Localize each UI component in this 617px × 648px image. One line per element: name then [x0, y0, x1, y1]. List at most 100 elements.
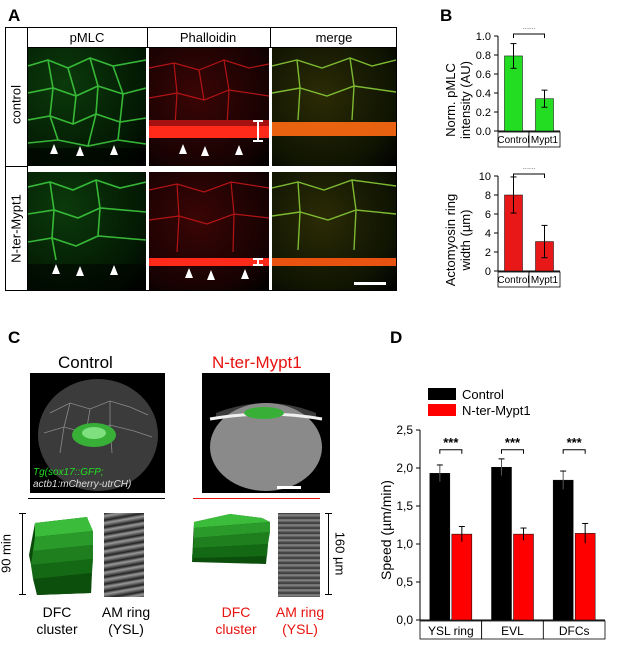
chart-b-top-tick-label: 0.8 [476, 50, 491, 62]
arrowhead-4 [179, 144, 187, 154]
chart-d-tick-label: 2,0 [396, 461, 413, 475]
control-dfc-label-2: cluster [36, 621, 78, 637]
chart-d-legend-swatch [428, 388, 456, 400]
panel-label-d: D [390, 328, 403, 347]
panel-a-label-divider [27, 27, 28, 291]
chart-d-sig-bracket [562, 449, 586, 454]
chart-b-bottom-tick-label: 2 [485, 247, 491, 259]
arrowhead-9 [110, 265, 118, 275]
arrowhead-1 [50, 144, 58, 154]
chart-b-bottom-ylabel: Actomyosin ring width (µm) [443, 194, 473, 286]
mypt1-am-label-1: AM ring [275, 604, 325, 620]
chart-d-legend-swatch [428, 404, 456, 416]
chart-d-sig-bracket [439, 449, 463, 454]
control-dfc-label: DFC cluster [26, 604, 88, 638]
chart-b-top-tick-label: 0.0 [476, 126, 491, 138]
am-ring-kymograph-mypt1 [278, 513, 320, 597]
chart-b-top-ylabel-1: Norm. pMLC [443, 63, 458, 137]
panel-label-c: C [8, 328, 21, 347]
time-label: 90 min [0, 533, 14, 574]
arrowhead-10 [185, 268, 193, 278]
width-marker-mypt1-bottom [253, 264, 263, 266]
column-header-merge: merge [315, 30, 353, 45]
mypt1-dfc-label-1: DFC [221, 604, 251, 620]
chart-b-bottom-sig-bracket [513, 173, 545, 178]
panel-label-a: A [8, 6, 21, 25]
chart-b-top-tick-label: 1.0 [476, 31, 491, 43]
time-bracket [22, 513, 23, 595]
time-bracket-top [19, 513, 26, 514]
chart-b-bottom-category-label: Control [497, 275, 529, 286]
chart-d-tick-label: 1,0 [396, 537, 413, 551]
chart-b-top: Norm. pMLC intensity (AU) 0.0 0.2 0.4 0.6 0.… [443, 28, 561, 148]
arrowhead-5 [201, 146, 209, 156]
dfc-cluster-mypt1 [192, 514, 270, 564]
chart-d-bar [513, 533, 534, 621]
image-pmlc-mypt1 [28, 172, 146, 290]
chart-d-sig-label: *** [567, 435, 583, 450]
chart-d-tick-label: 0,0 [396, 613, 413, 627]
chart-d-category-label: EVL [501, 624, 524, 638]
panel-a-row-divider [5, 166, 27, 167]
panel-label-b: B [440, 6, 453, 25]
chart-b-bottom-tick-label: 6 [485, 209, 491, 221]
control-am-label-2: (YSL) [108, 621, 144, 637]
chart-d-sig-label: *** [505, 435, 521, 450]
column-header-phalloidin: Phalloidin [179, 30, 237, 45]
arrowhead-8 [76, 266, 84, 276]
chart-d-tick-label: 1,5 [396, 499, 413, 513]
length-bracket-bottom [325, 594, 332, 595]
row-header-control: control [8, 84, 24, 125]
chart-d-bar [574, 533, 596, 621]
scale-bar-a [354, 282, 386, 285]
panel-a-frame [5, 27, 397, 291]
chart-d-tick-label: 2,5 [396, 423, 413, 437]
arrowhead-3 [110, 145, 118, 155]
chart-d-category-label: YSL ring [428, 624, 474, 638]
length-bracket-top [325, 513, 332, 514]
column-header-pmlc: pMLC [69, 30, 105, 45]
chart-b-bottom-ylabel-2: width (µm) [458, 210, 473, 272]
mypt1-title: N-ter-Mypt1 [212, 353, 302, 372]
chart-b-bottom-sig-label: *** [523, 168, 537, 175]
scale-bar-c [277, 486, 301, 489]
chart-d-bar [451, 533, 473, 621]
width-marker-control-top [253, 120, 263, 122]
panel-a-header-divider [27, 47, 397, 48]
width-marker-control-bottom [253, 140, 263, 142]
header-sep-1 [147, 27, 148, 47]
mypt1-am-label-2: (YSL) [282, 621, 318, 637]
chart-b-bottom-tick-label: 10 [479, 171, 491, 183]
image-merge-mypt1 [272, 172, 396, 290]
embryo-image-control: Tg(sox17::GFP; actb1:mCherry-utrCH) [30, 373, 165, 493]
chart-b-bottom-category-box [528, 271, 561, 288]
chart-b-top-ylabel-2: intensity (AU) [458, 61, 473, 139]
chart-d-bar [491, 466, 512, 621]
embryo-legend-line-1: Tg(sox17::GFP; [33, 467, 104, 478]
chart-b-bottom: Actomyosin ring width (µm) 0 2 4 6 8 10 Contro… [443, 168, 561, 288]
chart-d-category-label: DFCs [559, 624, 590, 638]
chart-d-sig-label: *** [443, 435, 459, 450]
arrowhead-7 [52, 264, 60, 274]
chart-d-legend-label: Control [462, 387, 504, 402]
chart-d-bar [552, 479, 574, 621]
length-bracket [328, 513, 329, 595]
chart-b-top-category-box [528, 131, 561, 148]
chart-b-top-ylabel: Norm. pMLC intensity (AU) [443, 61, 473, 139]
chart-d-sig-bracket [501, 449, 524, 454]
chart-b-bottom-category-label: Mypt1 [531, 275, 559, 286]
chart-b-bottom-tick-label: 8 [485, 190, 491, 202]
mypt1-am-label: AM ring (YSL) [266, 604, 334, 638]
control-separator-line [28, 498, 165, 499]
mypt1-dfc-label: DFC cluster [205, 604, 267, 638]
chart-b-bottom-ylabel-1: Actomyosin ring [443, 194, 458, 286]
chart-b-top-sig-bracket [513, 33, 545, 38]
chart-d-legend-label: N-ter-Mypt1 [462, 403, 531, 418]
control-dfc-label-1: DFC [42, 604, 72, 620]
mypt1-separator-line [193, 498, 320, 499]
image-merge-control [272, 48, 396, 166]
width-marker-mypt1-top [253, 258, 263, 260]
chart-b-bottom-tick-label: 0 [485, 266, 491, 278]
chart-b-top-category-label: Mypt1 [531, 135, 559, 146]
